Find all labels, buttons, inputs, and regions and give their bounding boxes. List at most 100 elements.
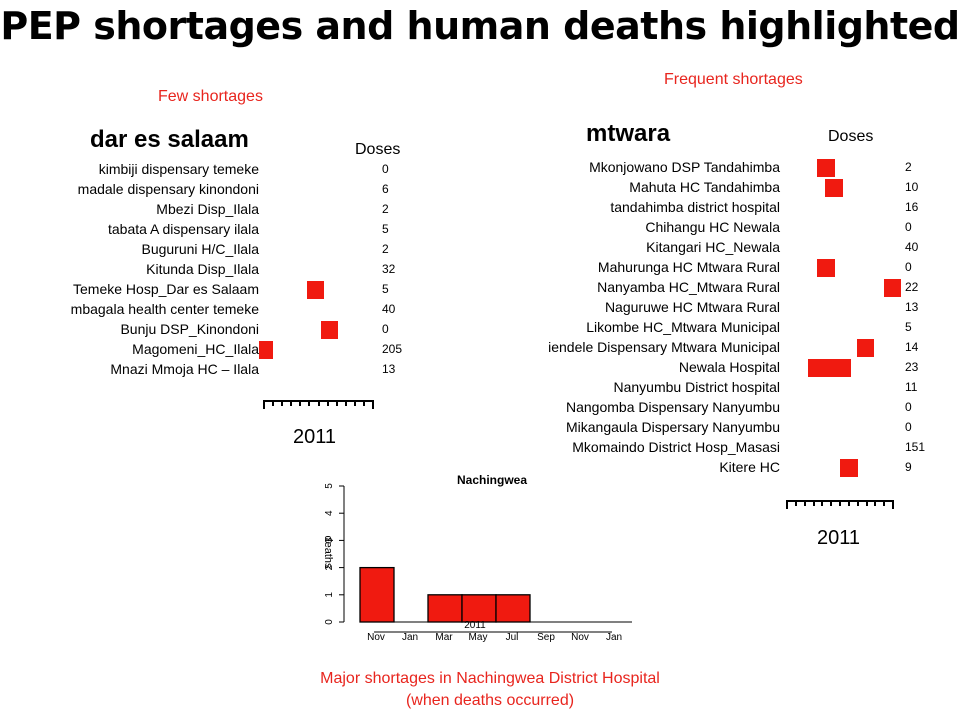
- frequent-shortages-note: Frequent shortages: [664, 71, 803, 88]
- mtwara-doses-header: Doses: [828, 128, 874, 145]
- dar-shortage-marker: [320, 321, 339, 339]
- caption-line-1: Major shortages in Nachingwea District H…: [320, 670, 660, 687]
- nachingwea-x-tick-label: Sep: [537, 632, 555, 643]
- nachingwea-y-tick-label: 1: [324, 592, 335, 598]
- nachingwea-x-tick-label: Mar: [435, 632, 453, 643]
- dar-shortage-marker: [306, 281, 324, 299]
- nachingwea-x-tick-label: Jan: [606, 632, 622, 643]
- dar-row-doses: 5: [382, 282, 389, 296]
- nachingwea-x-tick-label: May: [469, 632, 488, 643]
- mtwara-row-doses: 9: [905, 460, 912, 474]
- nachingwea-xlabel: 2011: [464, 620, 486, 631]
- nachingwea-y-tick-label: 0: [324, 619, 335, 625]
- nachingwea-y-tick-label: 3: [324, 537, 335, 543]
- mtwara-row-doses: 2: [905, 160, 912, 174]
- mtwara-row-label: Mikangaula Dispersary Nanyumbu: [566, 419, 780, 435]
- dar-row-doses: 6: [382, 182, 389, 196]
- mtwara-axis-tick: [794, 500, 797, 506]
- mtwara-row-doses: 151: [905, 440, 926, 454]
- mtwara-year-label: 2011: [817, 527, 861, 549]
- dar-row-label: Bunju DSP_Kinondoni: [120, 321, 259, 337]
- dar-row-doses: 2: [382, 242, 389, 256]
- nachingwea-bar: [427, 594, 463, 623]
- nachingwea-chart: Nachingwea deaths 0 1 2 3 4 5 Nov Jan Mar May Jul…: [322, 473, 632, 643]
- nachingwea-bar: [359, 566, 395, 623]
- nachingwea-x-tick-label: Jul: [506, 632, 519, 643]
- mtwara-axis-tick: [874, 500, 877, 506]
- nachingwea-ylabel: deaths: [322, 535, 334, 569]
- mtwara-row-label: Kitangari HC_Newala: [646, 239, 780, 255]
- nachingwea-title: Nachingwea: [457, 473, 527, 487]
- mtwara-shortage-marker: [816, 259, 835, 277]
- dar-panel-title: dar es salaam: [90, 126, 249, 153]
- mtwara-shortage-marker: [816, 159, 835, 177]
- mtwara-row-label: Likombe HC_Mtwara Municipal: [586, 319, 780, 335]
- dar-row-label: madale dispensary kinondoni: [77, 181, 259, 197]
- dar-axis-tick: [317, 400, 320, 406]
- dar-axis-tick: [290, 400, 293, 406]
- mtwara-row-doses: 13: [905, 300, 919, 314]
- few-shortages-note: Few shortages: [158, 88, 263, 105]
- mtwara-row-doses: 0: [905, 420, 912, 434]
- mtwara-row-doses: 40: [905, 240, 919, 254]
- mtwara-row-doses: 23: [905, 360, 919, 374]
- mtwara-row-doses: 0: [905, 260, 912, 274]
- dar-year-label: 2011: [293, 426, 337, 448]
- mtwara-row-label: Mkomaindo District Hosp_Masasi: [572, 439, 780, 455]
- mtwara-row-label: Mahurunga HC Mtwara Rural: [597, 259, 780, 275]
- mtwara-shortage-marker: [857, 339, 874, 357]
- mtwara-row-label: Kitere HC: [719, 459, 780, 475]
- mtwara-axis-tick: [830, 500, 833, 506]
- mtwara-row-label: Nangomba Dispensary Nanyumbu: [566, 399, 780, 415]
- mtwara-axis-tick: [892, 500, 894, 509]
- dar-shortage-marker: [258, 341, 273, 359]
- dar-axis-tick: [353, 400, 356, 406]
- dar-row-label: Buguruni H/C_Ilala: [141, 241, 259, 257]
- dar-axis-tick: [308, 400, 311, 406]
- dar-axis-tick: [263, 400, 265, 409]
- caption: Major shortages in Nachingwea District H…: [0, 668, 960, 712]
- mtwara-shortage-marker: [808, 359, 851, 377]
- mtwara-axis-tick: [803, 500, 806, 506]
- dar-row-label: mbagala health center temeke: [70, 301, 259, 317]
- mtwara-axis-tick: [883, 500, 886, 506]
- mtwara-shortage-marker: [825, 179, 844, 197]
- mtwara-row-label: Mahuta HC Tandahimba: [629, 179, 780, 195]
- mtwara-row-label: Newala Hospital: [678, 359, 780, 375]
- nachingwea-tick-labels: Nov Jan Mar May Jul Sep Nov Jan: [367, 632, 622, 643]
- mtwara-row-doses: 22: [905, 280, 919, 294]
- dar-row-doses: 0: [382, 322, 389, 336]
- nachingwea-bars: [359, 566, 632, 623]
- mtwara-row-label: Mkonjowano DSP Tandahimba: [589, 159, 780, 175]
- dar-row-label: Magomeni_HC_Ilala: [132, 341, 259, 357]
- nachingwea-y-tick-label: 2: [324, 564, 335, 570]
- nachingwea-x-tick-label: Nov: [367, 632, 385, 643]
- mtwara-row-label: Nanyumbu District hospital: [613, 379, 780, 395]
- mtwara-axis-tick: [786, 500, 788, 509]
- mtwara-row-label: iendele Dispensary Mtwara Municipal: [548, 339, 780, 355]
- mtwara-axis-tick: [847, 500, 850, 506]
- nachingwea-axes: 0 1 2 3 4 5: [324, 483, 612, 633]
- mtwara-row-doses: 5: [905, 320, 912, 334]
- mtwara-row-label: Nanyamba HC_Mtwara Rural: [597, 279, 780, 295]
- dar-row-doses: 40: [382, 302, 396, 316]
- dar-axis-tick: [281, 400, 284, 406]
- nachingwea-bar: [461, 594, 497, 623]
- dar-row-doses: 32: [382, 262, 396, 276]
- nachingwea-bar: [495, 594, 531, 623]
- mtwara-panel-title: mtwara: [586, 120, 671, 147]
- dar-row-label: kimbiji dispensary temeke: [98, 161, 259, 177]
- dar-row-doses: 5: [382, 222, 389, 236]
- nachingwea-y-tick-label: 5: [324, 483, 335, 489]
- dar-axis-tick: [335, 400, 338, 406]
- mtwara-axis-tick: [839, 500, 841, 506]
- dar-row-label: tabata A dispensary ilala: [108, 221, 259, 237]
- dar-axis-tick: [272, 400, 275, 406]
- dar-row-label: Kitunda Disp_Ilala: [146, 261, 259, 277]
- mtwara-row-doses: 10: [905, 180, 919, 194]
- mtwara-row-doses: 14: [905, 340, 919, 354]
- mtwara-row-label: Naguruwe HC Mtwara Rural: [604, 299, 780, 315]
- mtwara-shortage-marker: [883, 279, 901, 297]
- mtwara-axis-tick: [865, 500, 868, 506]
- mtwara-row-label: tandahimba district hospital: [610, 199, 780, 215]
